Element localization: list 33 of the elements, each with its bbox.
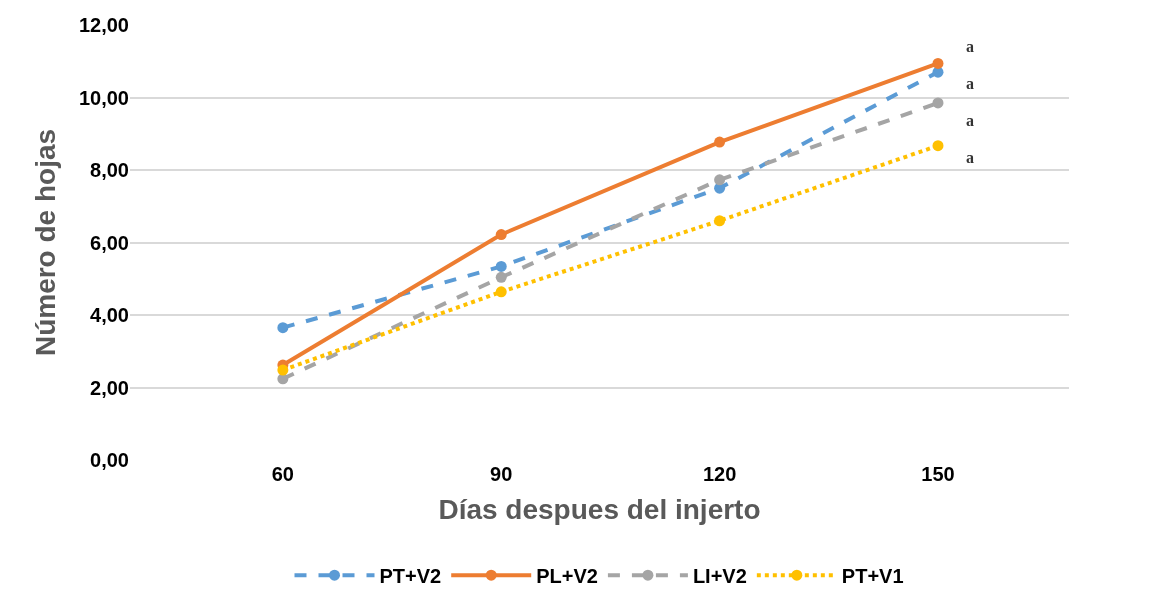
y-axis-title: Número de hojas — [29, 128, 61, 357]
point — [932, 57, 944, 69]
x-axis-title: Días despues del injerto — [438, 494, 761, 526]
point — [714, 174, 726, 186]
point — [495, 260, 507, 272]
y-tick-label: 0,00 — [90, 449, 129, 471]
point — [932, 97, 944, 109]
x-tick-label: 120 — [702, 463, 737, 485]
legend-label: PT+V2 — [379, 565, 442, 587]
x-tick-label: 60 — [271, 463, 294, 485]
point — [495, 229, 507, 241]
point — [277, 364, 289, 376]
point — [277, 322, 289, 334]
annotation: a — [966, 38, 974, 55]
annotation: a — [966, 75, 974, 92]
y-tick-label: 12,00 — [78, 14, 129, 36]
annotation: a — [966, 149, 974, 166]
y-tick-label: 8,00 — [90, 159, 129, 181]
point — [932, 140, 944, 152]
y-tick-label: 6,00 — [90, 231, 129, 254]
point — [714, 215, 726, 227]
y-tick-label: 4,00 — [90, 304, 129, 326]
point — [495, 271, 507, 283]
legend-label: PL+V2 — [536, 565, 598, 587]
legend-label: LI+V2 — [692, 565, 747, 587]
y-tick-label: 2,00 — [90, 376, 129, 399]
x-tick-label: 90 — [490, 463, 513, 485]
legend-label: PT+V1 — [841, 565, 904, 587]
y-tick-label: 10,00 — [78, 86, 129, 109]
annotation: a — [966, 112, 974, 129]
point — [495, 286, 507, 298]
x-tick-label: 150 — [921, 463, 955, 485]
point — [714, 136, 726, 148]
